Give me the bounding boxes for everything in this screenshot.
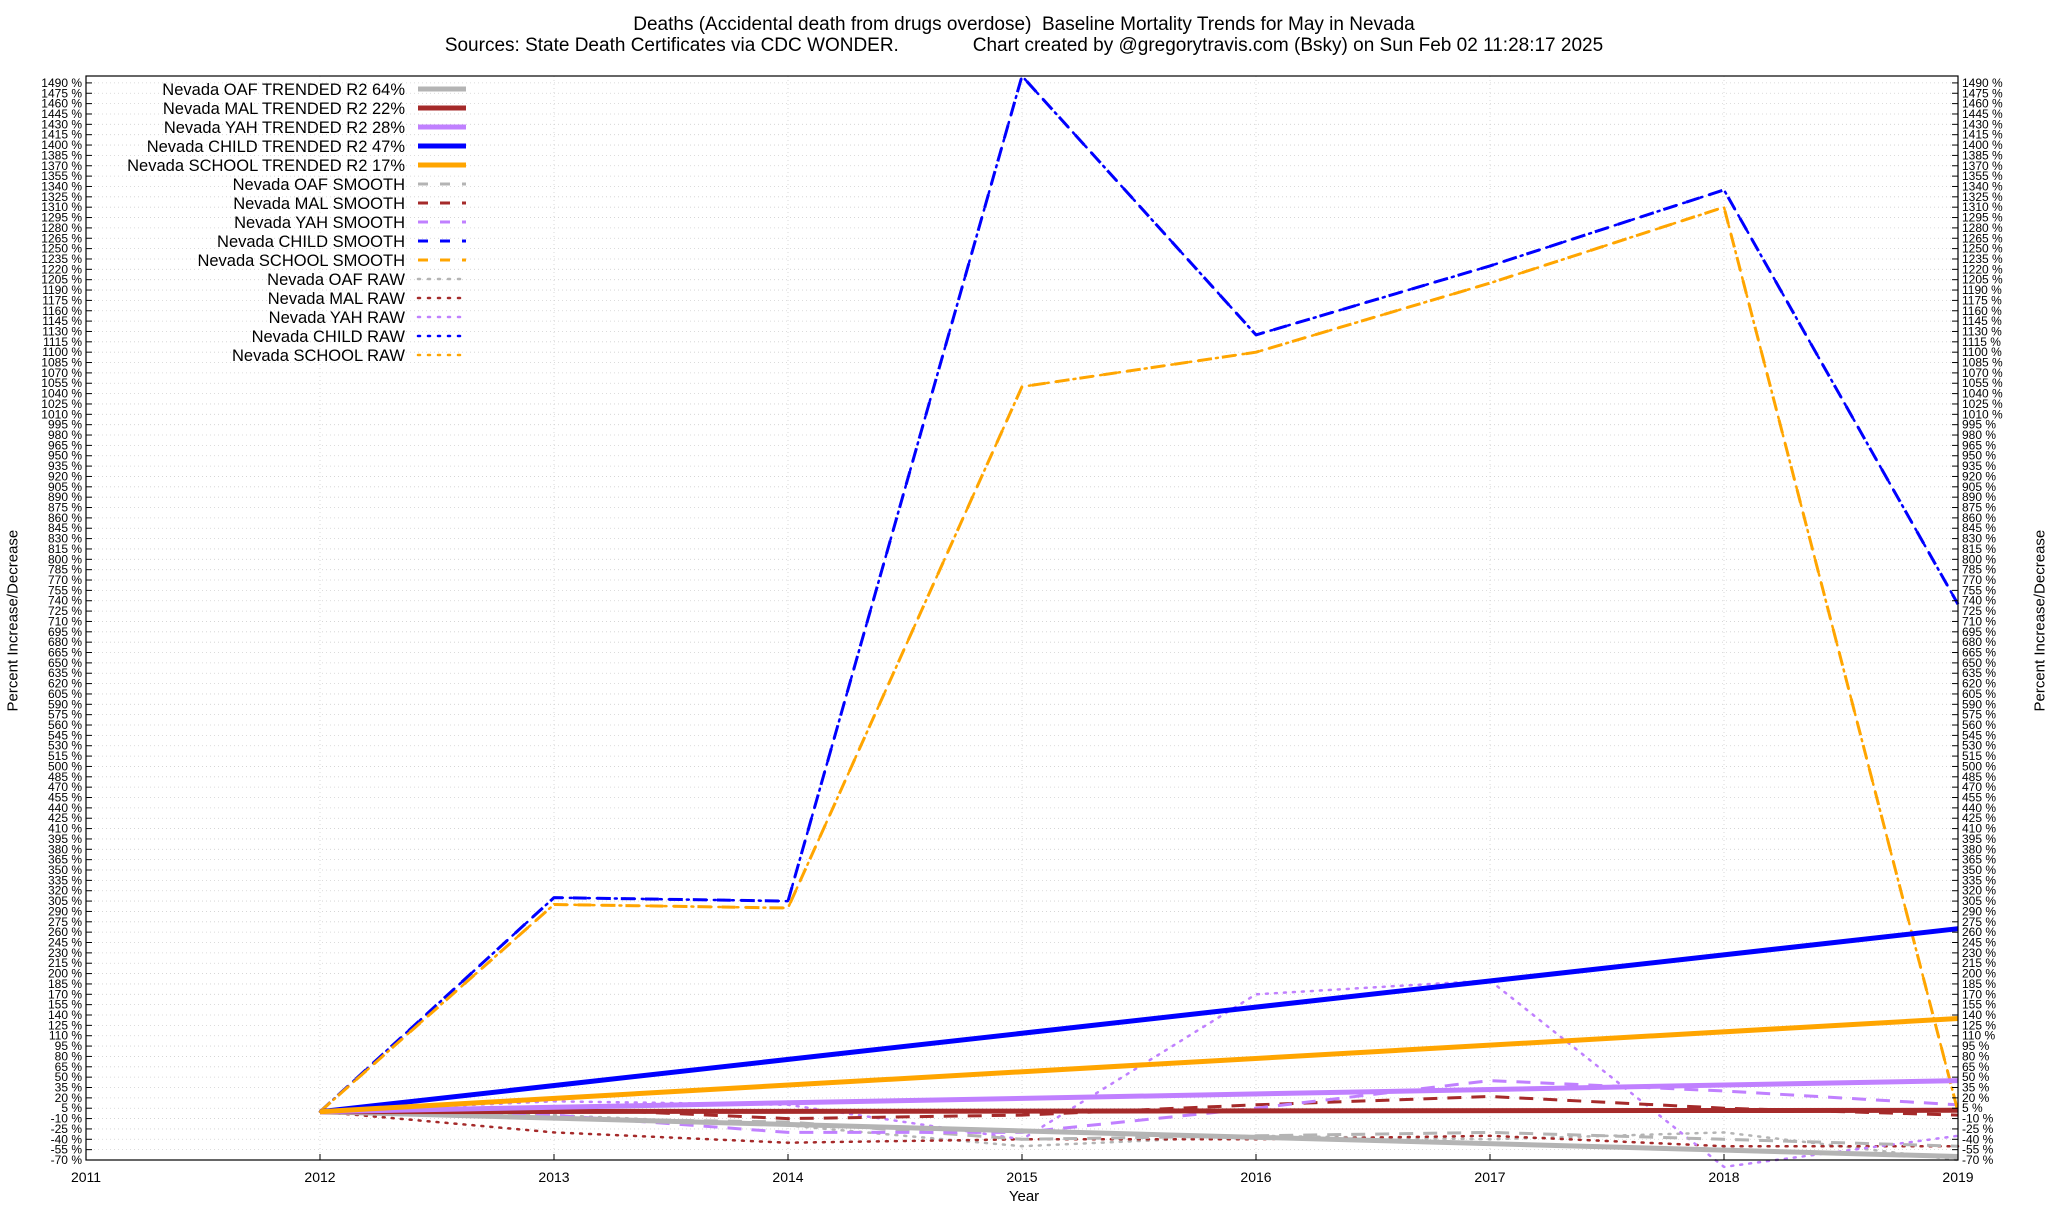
legend-label: Nevada SCHOOL SMOOTH	[197, 252, 405, 270]
y-tick-label-right: 1490 %	[1962, 76, 2003, 90]
legend-label: Nevada MAL SMOOTH	[233, 195, 405, 213]
legend-label: Nevada YAH SMOOTH	[234, 214, 405, 232]
x-tick-label: 2015	[1006, 1169, 1037, 1185]
x-tick-label: 2019	[1942, 1169, 1973, 1185]
series-line-nevada-school-raw	[320, 207, 1958, 1111]
legend-label: Nevada CHILD TRENDED R2 47%	[147, 138, 406, 156]
legend-label: Nevada OAF RAW	[267, 271, 405, 289]
x-tick-label: 2013	[538, 1169, 569, 1185]
legend-label: Nevada CHILD SMOOTH	[217, 233, 405, 251]
y-axis-label-right: Percent Increase/Decrease	[2032, 562, 2048, 712]
legend-label: Nevada SCHOOL RAW	[232, 347, 405, 365]
legend-label: Nevada YAH RAW	[269, 309, 406, 327]
legend-label: Nevada OAF SMOOTH	[233, 176, 405, 194]
legend-label: Nevada YAH TRENDED R2 28%	[164, 119, 406, 137]
legend-label: Nevada SCHOOL TRENDED R2 17%	[127, 157, 405, 175]
x-axis-label: Year	[974, 1188, 1074, 1205]
x-tick-label: 2012	[304, 1169, 335, 1185]
x-tick-label: 2016	[1240, 1169, 1271, 1185]
x-tick-label: 2011	[71, 1169, 101, 1185]
legend-label: Nevada MAL TRENDED R2 22%	[163, 100, 405, 118]
legend-label: Nevada CHILD RAW	[252, 328, 406, 346]
legend-label: Nevada MAL RAW	[268, 290, 406, 308]
series-line-nevada-school-smooth	[320, 207, 1958, 1111]
legend-label: Nevada OAF TRENDED R2 64%	[162, 81, 405, 99]
y-axis-label-left: Percent Increase/Decrease	[5, 562, 22, 712]
x-tick-label: 2014	[772, 1169, 803, 1185]
y-tick-label-left: 1490 %	[41, 76, 82, 90]
x-tick-label: 2018	[1708, 1169, 1739, 1185]
legend: Nevada OAF TRENDED R2 64%Nevada MAL TREN…	[127, 81, 466, 365]
series-line-nevada-mal-trended-r2-22	[320, 1110, 1958, 1111]
x-tick-label: 2017	[1474, 1169, 1505, 1185]
